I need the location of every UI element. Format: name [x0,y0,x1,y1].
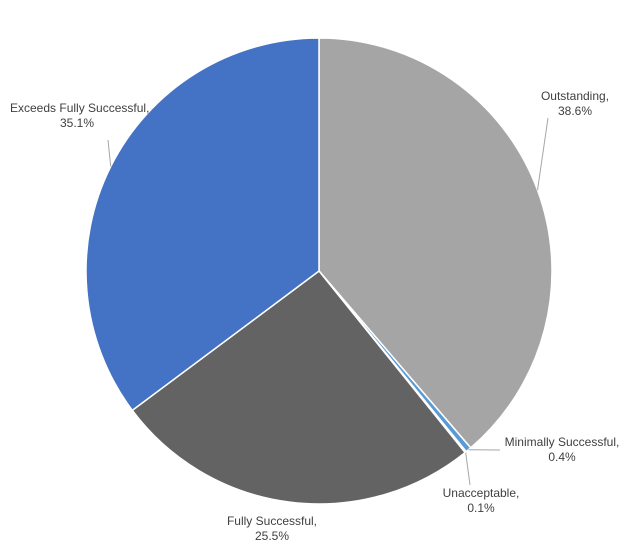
label-separator: , [606,89,609,103]
label-separator: , [314,514,317,528]
value-label: 38.6% [558,104,592,118]
category-label: Outstanding [541,89,606,103]
category-label: Fully Successful [227,514,314,528]
pie-slice [131,269,467,505]
category-label: Minimally Successful [505,435,616,449]
data-label: Minimally Successful, 0.4% [505,435,620,464]
pie-slice [85,37,320,412]
value-label: 0.1% [467,501,495,515]
leader-line [107,139,112,167]
data-label: Outstanding, 38.6% [541,89,609,118]
data-label: Unacceptable, 0.1% [443,486,520,515]
value-label: 0.4% [548,450,576,464]
value-label: 25.5% [255,529,289,543]
label-separator: , [146,101,149,115]
leader-line [537,117,549,191]
pie-slice [318,37,553,449]
category-label: Unacceptable [443,486,517,500]
data-label: Exceeds Fully Successful, 35.1% [10,101,149,130]
category-label: Exceeds Fully Successful [10,101,146,115]
data-label: Fully Successful, 25.5% [227,514,317,543]
label-separator: , [616,435,619,449]
label-separator: , [516,486,519,500]
leader-line [465,452,471,486]
value-label: 35.1% [60,116,94,130]
